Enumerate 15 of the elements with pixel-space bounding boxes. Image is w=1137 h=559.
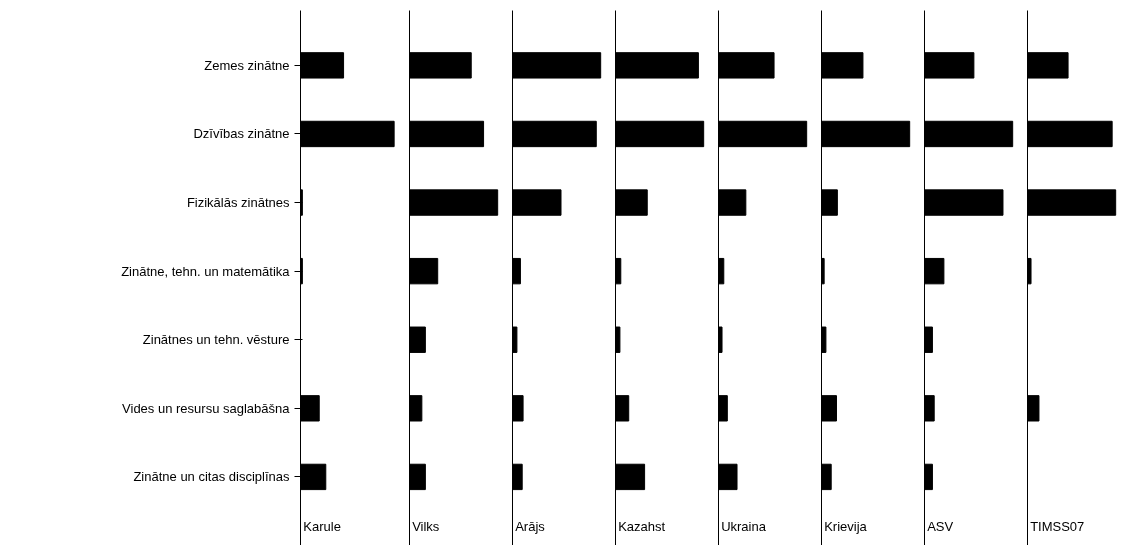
y-tick-label: Dzīvības zinātne xyxy=(193,126,290,142)
y-tick-label: Zemes zinātne xyxy=(204,57,290,73)
text: Kazahst xyxy=(618,518,666,534)
y-tick-label: Vides un resursu saglabāšna xyxy=(122,400,291,416)
y-tick-label: Zinātnes un tehn. vēsture xyxy=(142,332,290,348)
text: Arājs xyxy=(515,518,546,534)
y-tick-label: Zinātne un citas disciplīnas xyxy=(133,469,290,485)
text: Karule xyxy=(303,518,341,534)
text: Vilks xyxy=(412,518,440,534)
text: ASV xyxy=(927,518,954,534)
y-tick-label: Zinātne, tehn. un matemātika xyxy=(121,263,291,279)
y-tick-label: Fizikālās zinātnes xyxy=(186,195,290,211)
text: Krievija xyxy=(824,518,868,534)
text: TIMSS07 xyxy=(1030,518,1085,534)
text: Ukraina xyxy=(721,518,767,534)
